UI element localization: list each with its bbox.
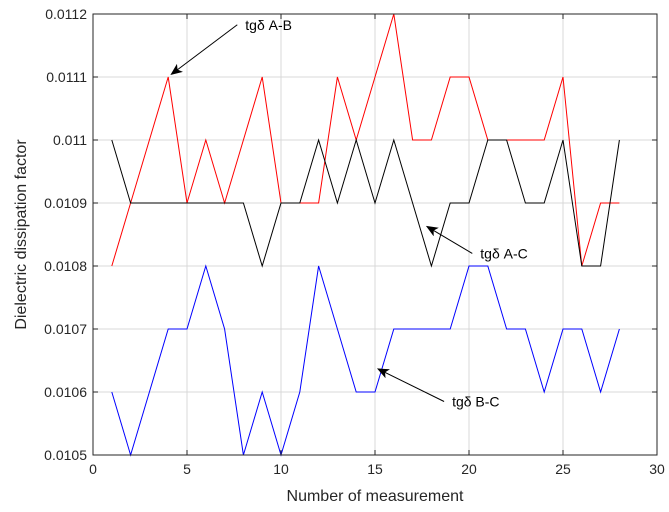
annotation-arrow-2 <box>425 225 473 254</box>
x-tick-label: 25 <box>555 461 571 477</box>
y-tick-label: 0.0108 <box>44 258 87 274</box>
x-tick-label: 15 <box>367 461 383 477</box>
x-tick-label: 30 <box>649 461 665 477</box>
series-line-1 <box>111 13 620 267</box>
annotation-label-3: tgδ B-C <box>452 393 499 409</box>
y-tick-label: 0.0105 <box>44 447 87 463</box>
x-tick-label: 20 <box>461 461 477 477</box>
x-tick-label: 10 <box>273 461 289 477</box>
annotation-arrow-1 <box>170 24 238 76</box>
annotation-label-2: tgδ A-C <box>480 245 527 261</box>
series-group <box>111 13 620 457</box>
annotation-label-1: tgδ A-B <box>245 17 292 33</box>
y-tick-label: 0.0107 <box>44 321 87 337</box>
x-tick-label: 5 <box>183 461 191 477</box>
tick-labels: 0 5 10 15 20 25 30 0.0105 0.0106 0.0107 0.0108 0.01… <box>44 6 665 477</box>
x-axis-title: Number of measurement <box>287 488 465 505</box>
y-axis-title: Dielectric dissipation factor <box>13 139 30 330</box>
x-tick-label: 0 <box>89 461 97 477</box>
tick-marks <box>92 13 658 456</box>
y-tick-label: 0.0111 <box>46 69 87 85</box>
annotations: tgδ A-B tgδ A-C tgδ B-C <box>170 17 528 409</box>
y-tick-label: 0.011 <box>53 132 87 148</box>
series-line-2 <box>111 138 620 268</box>
annotation-arrow-3 <box>376 368 445 402</box>
y-tick-label: 0.0106 <box>44 384 87 400</box>
series-line-3 <box>111 264 620 457</box>
y-tick-label: 0.0112 <box>45 6 87 22</box>
y-tick-label: 0.0109 <box>44 195 87 211</box>
